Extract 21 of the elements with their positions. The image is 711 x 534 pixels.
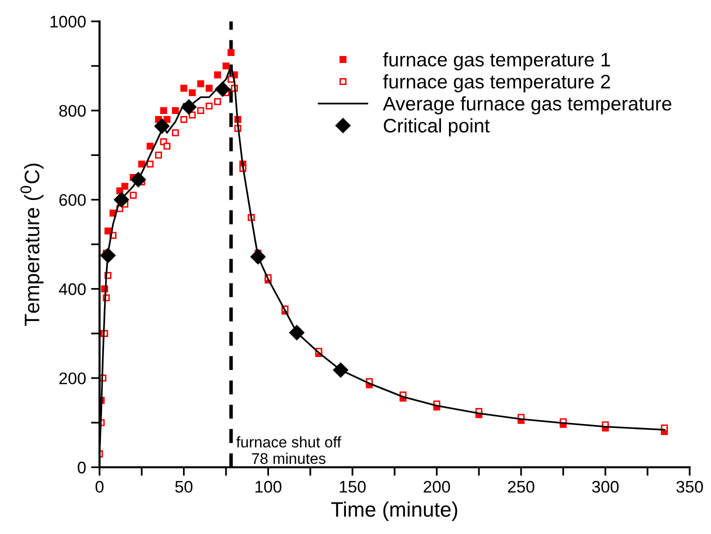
legend-label: Average furnace gas temperature [382,96,672,114]
x-axis-title: Time (minute) [331,502,458,521]
x-tick-label: 250 [508,480,534,493]
y-tick-label: 600 [59,194,86,206]
x-tick-label: 300 [592,480,619,493]
x-tick-label: 350 [676,480,703,493]
y-tick-label: 200 [59,372,86,384]
y-tick-label: 1000 [50,16,86,28]
x-tick-label: 100 [256,480,282,493]
legend-label: furnace gas temperature 2 [383,74,610,92]
y-tick-label: 400 [58,283,86,296]
x-tick-label: 0 [96,480,104,493]
y-tick-label: 0 [78,462,86,474]
x-tick-label: 50 [175,480,192,493]
x-tick-label: 150 [340,480,366,493]
y-axis-title: Temperature ($^{0}$C) [20,164,44,326]
ref-line-label: furnace shut off 78 minutes [236,436,342,464]
x-tick-label: 200 [424,480,450,493]
y-tick-label: 800 [59,104,86,117]
legend-label: Critical point [384,118,490,136]
legend-label: furnace gas temperature 1 [383,52,610,70]
